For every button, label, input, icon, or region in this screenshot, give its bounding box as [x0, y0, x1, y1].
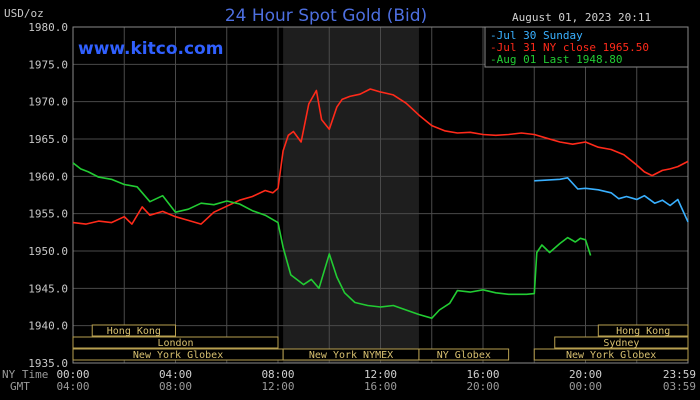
market-bar — [72, 336, 279, 349]
y-tick-label: 1980.0 — [28, 21, 68, 34]
y-tick-label: 1940.0 — [28, 320, 68, 333]
y-tick-label: 1935.0 — [28, 357, 68, 370]
price-series — [72, 88, 689, 320]
gmt-label: GMT — [10, 380, 30, 393]
x-tick-label-ny: 12:00 — [364, 368, 397, 381]
x-axis: NY Time GMT 00:0004:0004:0008:0008:0012:… — [2, 368, 696, 393]
market-label: London — [157, 338, 193, 349]
legend-box — [484, 26, 689, 68]
website-watermark: www.kitco.com — [78, 39, 223, 59]
x-tick-label-ny: 04:00 — [159, 368, 192, 381]
x-tick-label-ny: 23:59 — [663, 368, 696, 381]
x-tick-label-ny: 16:00 — [466, 368, 499, 381]
legend-entry: -Jul 31 NY close 1965.50 — [490, 41, 649, 54]
market-bar — [418, 348, 510, 361]
x-tick-label-gmt: 08:00 — [159, 380, 192, 393]
market-label: Hong Kong — [616, 326, 670, 337]
datetime-label: August 01, 2023 20:11 — [512, 11, 651, 24]
x-tick-label-gmt: 00:00 — [569, 380, 602, 393]
y-tick-label: 1955.0 — [28, 208, 68, 221]
x-tick-label-gmt: 16:00 — [364, 380, 397, 393]
ny-time-label: NY Time — [2, 368, 48, 381]
y-tick-label: 1960.0 — [28, 170, 68, 183]
y-tick-label: 1945.0 — [28, 282, 68, 295]
series-line-jul-30-sunday — [534, 177, 689, 223]
x-tick-label-gmt: 12:00 — [261, 380, 294, 393]
x-tick-label-gmt: 03:59 — [663, 380, 696, 393]
y-tick-label: 1975.0 — [28, 58, 68, 71]
x-tick-label-ny: 20:00 — [569, 368, 602, 381]
nymex-session-shade — [283, 27, 419, 363]
market-label: New York Globex — [566, 350, 656, 361]
legend: -Jul 30 Sunday-Jul 31 NY close 1965.50-A… — [484, 26, 689, 68]
series-line-jul-31-ny-close-1965-50 — [72, 88, 689, 225]
market-label: Hong Kong — [107, 326, 161, 337]
market-bar — [91, 324, 176, 337]
y-axis: 1935.0 1940.0 1945.0 1950.0 1955.0 1960.0 1965… — [28, 21, 68, 370]
y-tick-label: 1950.0 — [28, 245, 68, 258]
y-tick-label: 1965.0 — [28, 133, 68, 146]
market-label: New York NYMEX — [309, 350, 393, 361]
market-bar — [533, 348, 689, 361]
market-bar — [554, 336, 689, 349]
unit-label: USD/oz — [4, 7, 44, 20]
market-bar — [597, 324, 689, 337]
x-tick-label-ny: 00:00 — [56, 368, 89, 381]
legend-entry: -Aug 01 Last 1948.80 — [490, 53, 622, 66]
market-label: New York Globex — [133, 350, 223, 361]
series-line-aug-01-last-1948-80 — [72, 162, 592, 320]
legend-entry: -Jul 30 Sunday — [490, 29, 583, 42]
x-tick-label-ny: 08:00 — [261, 368, 294, 381]
market-label: Sydney — [603, 338, 639, 349]
chart-title: 24 Hour Spot Gold (Bid) — [225, 6, 427, 26]
plot-border — [72, 26, 689, 364]
y-tick-label: 1970.0 — [28, 96, 68, 109]
x-tick-label-gmt: 04:00 — [56, 380, 89, 393]
market-label: NY Globex — [437, 350, 491, 361]
x-tick-label-gmt: 20:00 — [466, 380, 499, 393]
